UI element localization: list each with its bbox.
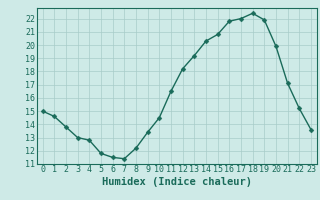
X-axis label: Humidex (Indice chaleur): Humidex (Indice chaleur) (102, 177, 252, 187)
